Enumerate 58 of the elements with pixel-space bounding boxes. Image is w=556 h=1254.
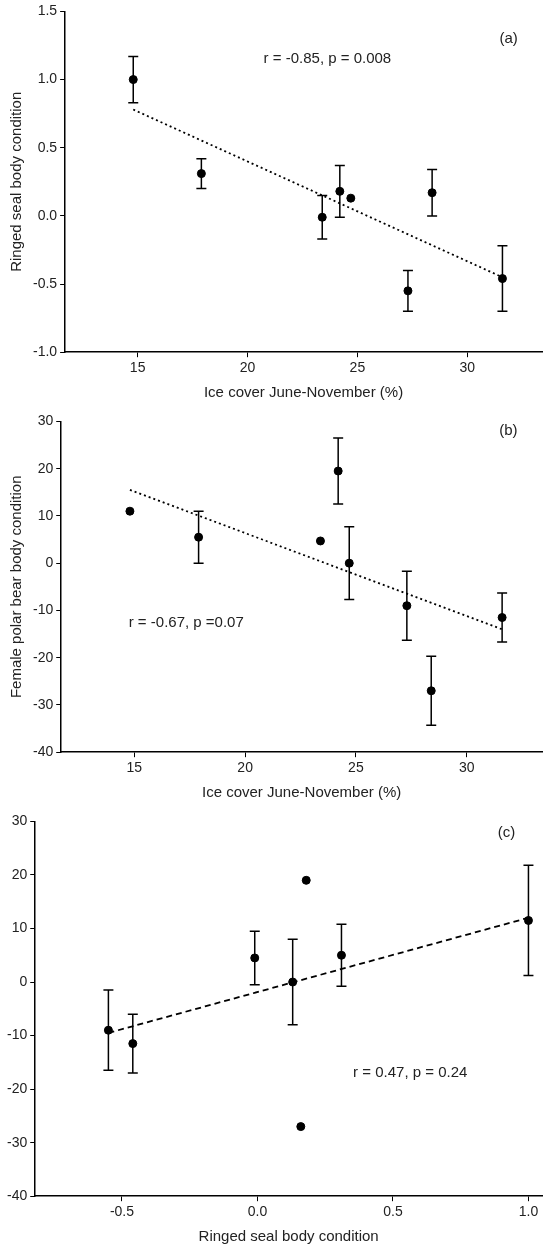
- point: [250, 953, 260, 963]
- y-tick-label: 10: [37, 506, 54, 523]
- point: [301, 875, 311, 885]
- y-tick-label: -0.5: [33, 274, 58, 291]
- y-axis-title: Female polar bear body condition: [7, 475, 25, 699]
- y-tick-label: -10: [33, 601, 54, 618]
- y-tick-label: -30: [33, 695, 54, 712]
- point: [296, 1122, 306, 1132]
- annotation: r = 0.47, p = 0.24: [353, 1062, 468, 1080]
- y-tick-label: -40: [7, 1187, 28, 1204]
- point: [125, 506, 135, 516]
- y-tick-label: -10: [7, 1026, 28, 1043]
- y-tick-label: 20: [11, 865, 28, 882]
- x-tick-label: 20: [237, 759, 254, 776]
- point: [194, 532, 204, 542]
- point: [336, 950, 346, 960]
- y-tick-label: 0.5: [37, 138, 58, 155]
- x-tick-label: -0.5: [109, 1203, 135, 1220]
- x-tick-label: 15: [126, 759, 143, 776]
- x-tick-label: 15: [129, 359, 146, 376]
- x-axis-title: Ice cover June-November (%): [203, 383, 404, 401]
- y-tick-label: 0: [19, 972, 28, 989]
- x-tick-label: 25: [348, 759, 364, 776]
- y-tick-label: -20: [33, 648, 54, 665]
- x-tick-label: 30: [459, 359, 476, 376]
- point: [523, 915, 533, 925]
- point: [103, 1025, 113, 1035]
- y-tick-label: 1.0: [37, 70, 58, 87]
- point: [344, 558, 354, 568]
- y-tick-label: 1.5: [37, 2, 58, 19]
- annotation: (c): [497, 822, 516, 840]
- y-tick-label: 30: [37, 412, 54, 429]
- y-tick-label: -30: [7, 1133, 28, 1150]
- point: [196, 169, 206, 179]
- point: [346, 193, 356, 203]
- y-tick-label: 30: [11, 812, 28, 829]
- x-tick-label: 20: [239, 359, 256, 376]
- y-tick-label: 10: [11, 919, 28, 936]
- x-tick-label: 1.0: [518, 1203, 539, 1220]
- x-axis-title: Ringed seal body condition: [198, 1227, 379, 1245]
- y-axis-title: Ringed seal body condition: [7, 91, 25, 272]
- annotation: (a): [499, 28, 518, 46]
- point: [497, 274, 507, 284]
- x-axis-title: Ice cover June-November (%): [202, 783, 402, 801]
- y-tick-label: -20: [7, 1079, 28, 1096]
- y-tick-label: -1.0: [33, 343, 58, 360]
- point: [315, 536, 325, 546]
- annotation: r = -0.67, p =0.07: [128, 613, 244, 631]
- y-tick-label: 0: [45, 554, 54, 571]
- x-tick-label: 0.5: [383, 1203, 403, 1220]
- y-tick-label: -40: [33, 743, 54, 760]
- y-tick-label: 20: [37, 459, 54, 476]
- y-tick-label: 0.0: [37, 206, 58, 223]
- x-tick-label: 30: [458, 759, 475, 776]
- x-tick-label: 0.0: [247, 1203, 268, 1220]
- x-tick-label: 25: [349, 359, 366, 376]
- annotation: r = -0.85, p = 0.008: [263, 49, 392, 67]
- annotation: (b): [499, 421, 518, 439]
